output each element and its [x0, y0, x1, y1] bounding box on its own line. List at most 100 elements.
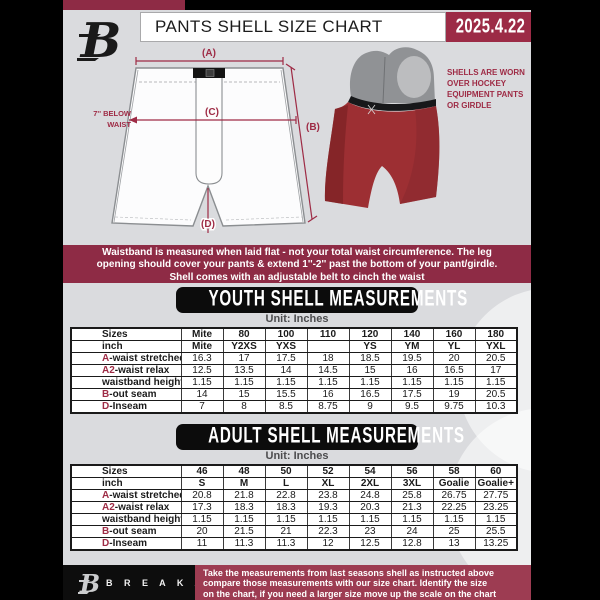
table-row: Sizes Mite 80 100 110 120 140 160 180 — [70, 327, 518, 341]
table-row: Sizes 46 48 50 52 54 56 58 60 — [70, 464, 518, 478]
measurement-lines — [129, 57, 318, 233]
value-cell: 18.5 — [348, 352, 392, 365]
value-cell: 24 — [390, 525, 434, 538]
diagram-label-b: (B) — [306, 122, 320, 133]
waist-note-line2: WAIST — [107, 120, 131, 129]
value-cell: 100 — [264, 327, 308, 341]
row-label: A-waist stretched — [70, 489, 182, 502]
value-cell: 12 — [306, 537, 350, 551]
value-cell: 140 — [390, 327, 434, 341]
value-cell: 8.5 — [264, 400, 308, 414]
value-cell: 1.15 — [348, 376, 392, 389]
value-cell: 25.5 — [474, 525, 518, 538]
value-cell: 21 — [264, 525, 308, 538]
value-cell: 1.15 — [432, 376, 476, 389]
value-cell: 20 — [432, 352, 476, 365]
value-cell: 20.3 — [348, 501, 392, 514]
value-cell: 60 — [474, 464, 518, 478]
photo-caption-line1: SHELLS ARE WORN — [447, 68, 525, 77]
row-label: D-Inseam — [70, 537, 182, 551]
value-cell: 16 — [390, 364, 434, 377]
table-row: B-out seam 20 21.5 21 22.3 23 24 25 25.5 — [70, 525, 518, 538]
value-cell: 120 — [348, 327, 392, 341]
row-label: A2-waist relax — [70, 501, 182, 514]
table-row: inch S M L XL 2XL 3XL Goalie Goalie+ — [70, 477, 518, 490]
row-label: waistband height — [70, 513, 182, 526]
value-cell: 1.15 — [264, 513, 308, 526]
value-cell: 1.15 — [390, 376, 434, 389]
value-cell: 19 — [432, 388, 476, 401]
value-cell: YXS — [264, 340, 308, 353]
value-cell: 18 — [306, 352, 350, 365]
table-row: A-waist stretched 20.8 21.8 22.8 23.8 24.8 25.… — [70, 489, 518, 502]
photo-caption-line4: OR GIRDLE — [447, 101, 492, 110]
value-cell: 21.3 — [390, 501, 434, 514]
value-cell: Y2XS — [222, 340, 266, 353]
value-cell: 17.3 — [180, 501, 224, 514]
value-cell: 1.15 — [432, 513, 476, 526]
svg-text:B: B — [79, 13, 122, 65]
value-cell: Goalie+ — [474, 477, 518, 490]
value-cell: 17.5 — [390, 388, 434, 401]
value-cell: 14.5 — [306, 364, 350, 377]
value-cell: 13.5 — [222, 364, 266, 377]
value-cell: 9.5 — [390, 400, 434, 414]
value-cell: 17.5 — [264, 352, 308, 365]
page-title: PANTS SHELL SIZE CHART — [140, 12, 446, 42]
value-cell: 11.3 — [222, 537, 266, 551]
diagram-label-c: (C) — [205, 107, 219, 118]
brand-name: B R E A K A W A Y — [106, 577, 260, 588]
youth-section-header: YOUTH SHELL MEASUREMENTS — [176, 287, 467, 313]
value-cell: 16 — [306, 388, 350, 401]
belt-buckle — [205, 69, 215, 77]
value-cell: 20.5 — [474, 388, 518, 401]
footer-note-line2: compare those measurements with our size… — [203, 578, 488, 589]
shell-pants-photo — [324, 47, 440, 208]
value-cell: 20.5 — [474, 352, 518, 365]
adult-unit-label: Unit: Inches — [265, 450, 329, 462]
table-row: D-Inseam 11 11.3 11.3 12 12.5 12.8 13 13.25 — [70, 537, 518, 551]
row-label: B-out seam — [70, 525, 182, 538]
value-cell: 1.15 — [222, 376, 266, 389]
value-cell: 22.25 — [432, 501, 476, 514]
value-cell: YL — [432, 340, 476, 353]
value-cell: 1.15 — [348, 513, 392, 526]
value-cell: YS — [348, 340, 392, 353]
value-cell: 17 — [474, 364, 518, 377]
value-cell: 25.8 — [390, 489, 434, 502]
value-cell: 13 — [432, 537, 476, 551]
shorts-measurement-diagram: (A) (B) (C) (D) 7'' BELOW WAIST SHELLS A… — [93, 47, 525, 233]
value-cell: 15 — [222, 388, 266, 401]
row-label: inch — [70, 340, 182, 353]
date-text: 2025.4.22 — [455, 15, 526, 38]
info-line2: opening should cover your pants & extend… — [96, 259, 498, 271]
photo-caption-line2: OVER HOCKEY — [447, 79, 507, 88]
table-row: inch Mite Y2XS YXS YS YM YL YXL — [70, 340, 518, 353]
adult-section-header: ADULT SHELL MEASUREMENTS — [176, 424, 464, 450]
table-row: B-out seam 14 15 15.5 16 16.5 17.5 19 20.5 — [70, 388, 518, 401]
footer-note-line1: Take the measurements from last seasons … — [203, 568, 494, 578]
value-cell: 1.15 — [306, 376, 350, 389]
value-cell: 1.15 — [306, 513, 350, 526]
diagram-label-d: (D) — [201, 219, 215, 230]
value-cell: 12.8 — [390, 537, 434, 551]
value-cell: 3XL — [390, 477, 434, 490]
adult-heading-text: ADULT SHELL MEASUREMENTS — [208, 424, 465, 449]
waistband-info-banner: Waistband is measured when laid flat - n… — [63, 245, 531, 283]
value-cell: 19.3 — [306, 501, 350, 514]
value-cell: YM — [390, 340, 434, 353]
value-cell: XL — [306, 477, 350, 490]
value-cell: 25 — [432, 525, 476, 538]
photo-caption-line3: EQUIPMENT PANTS — [447, 90, 524, 99]
value-cell: 18.3 — [264, 501, 308, 514]
value-cell: 8 — [222, 400, 266, 414]
value-cell: 16.5 — [348, 388, 392, 401]
value-cell: 23 — [348, 525, 392, 538]
document-content: B PANTS SHELL SIZE CHART 2025.4.22 — [63, 0, 531, 600]
diagram-label-a: (A) — [202, 48, 216, 59]
value-cell: 58 — [432, 464, 476, 478]
value-cell: 52 — [306, 464, 350, 478]
top-stripe-maroon — [63, 0, 185, 10]
arrowhead-c — [129, 116, 137, 124]
